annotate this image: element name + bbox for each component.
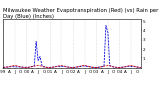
Text: Milwaukee Weather Evapotranspiration (Red) (vs) Rain per Day (Blue) (Inches): Milwaukee Weather Evapotranspiration (Re… [3, 8, 159, 19]
